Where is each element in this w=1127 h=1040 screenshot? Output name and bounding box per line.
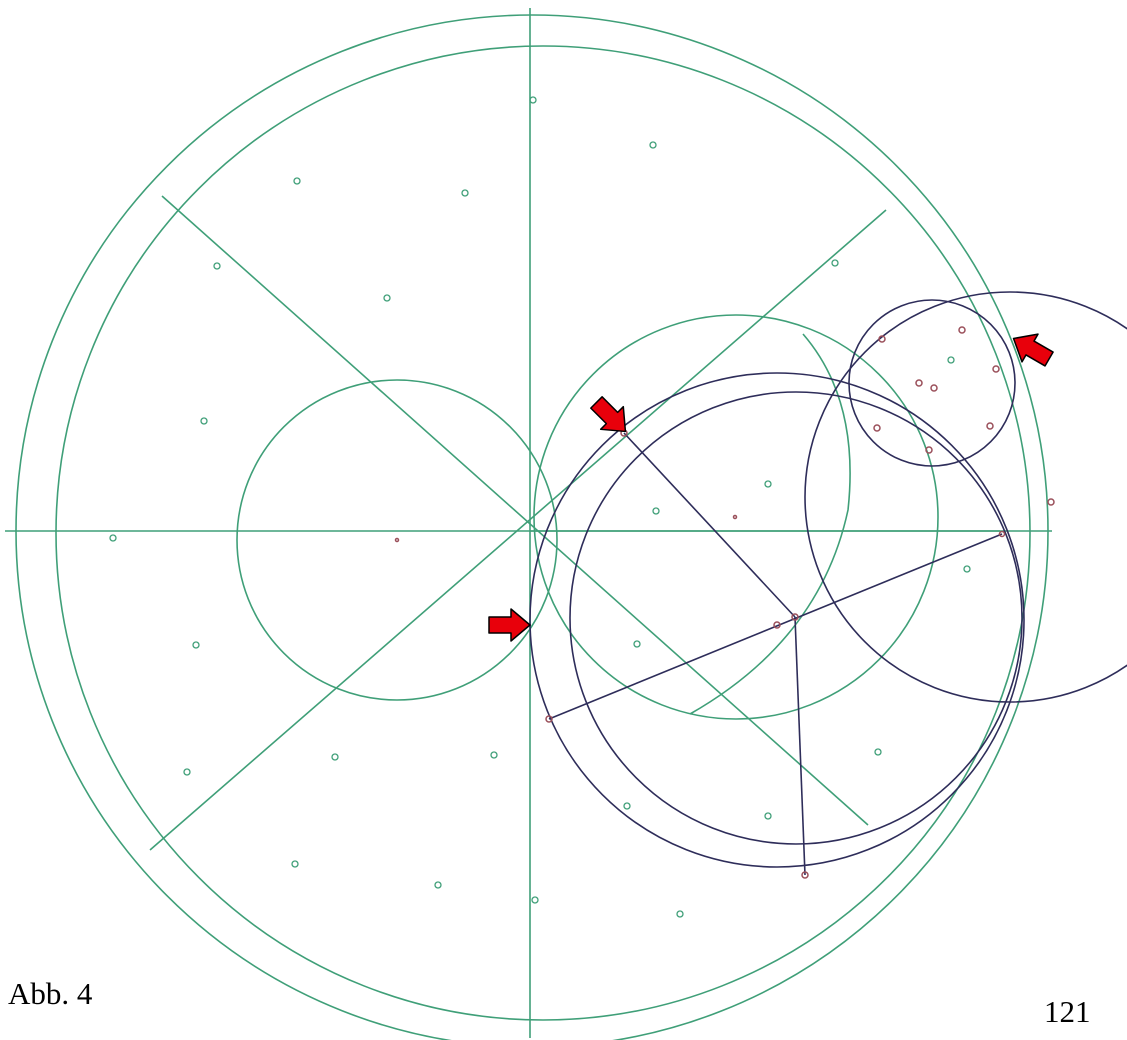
point bbox=[958, 326, 966, 334]
point bbox=[992, 365, 1000, 373]
segment-vertical bbox=[794, 616, 806, 876]
point bbox=[915, 379, 923, 387]
diagonal-line-a bbox=[161, 195, 869, 826]
point bbox=[801, 871, 809, 879]
point bbox=[109, 534, 117, 542]
red-arrow-icon bbox=[1012, 333, 1054, 367]
point bbox=[434, 881, 442, 889]
inner-circle bbox=[55, 45, 1031, 1021]
point bbox=[529, 96, 537, 104]
right-dark-circle bbox=[804, 291, 1127, 703]
point bbox=[331, 753, 339, 761]
point bbox=[947, 356, 955, 364]
point bbox=[293, 177, 301, 185]
right-green-circle bbox=[533, 314, 939, 720]
center-mark bbox=[394, 537, 400, 543]
point bbox=[773, 621, 781, 629]
point bbox=[545, 715, 553, 723]
green-arc bbox=[689, 333, 851, 715]
construction-geometry bbox=[5, 8, 1052, 1040]
point bbox=[986, 422, 994, 430]
segment-long bbox=[548, 533, 1003, 720]
point bbox=[963, 565, 971, 573]
point bbox=[383, 294, 391, 302]
point bbox=[930, 384, 938, 392]
highlight-points bbox=[394, 326, 1055, 879]
point bbox=[998, 530, 1006, 538]
point bbox=[831, 259, 839, 267]
point bbox=[200, 417, 208, 425]
point bbox=[791, 613, 799, 621]
point bbox=[1047, 498, 1055, 506]
outer-circle bbox=[15, 14, 1049, 1040]
point bbox=[183, 768, 191, 776]
point bbox=[490, 751, 498, 759]
point bbox=[764, 812, 772, 820]
arrow-markers bbox=[488, 333, 1054, 642]
left-circle bbox=[236, 379, 558, 701]
page-number: 121 bbox=[1044, 994, 1091, 1029]
point bbox=[764, 480, 772, 488]
point bbox=[878, 335, 886, 343]
point bbox=[652, 507, 660, 515]
point bbox=[633, 640, 641, 648]
point bbox=[623, 802, 631, 810]
point bbox=[291, 860, 299, 868]
point bbox=[925, 446, 933, 454]
segment-upper bbox=[623, 432, 796, 618]
point bbox=[649, 141, 657, 149]
point bbox=[874, 748, 882, 756]
diagonal-line-b bbox=[149, 209, 887, 851]
small-dark-circle bbox=[848, 299, 1016, 467]
figure-caption: Abb. 4 bbox=[8, 976, 93, 1011]
point bbox=[531, 896, 539, 904]
point bbox=[213, 262, 221, 270]
red-arrow-icon bbox=[590, 396, 627, 433]
large-dark-circle-a bbox=[529, 372, 1025, 868]
point bbox=[676, 910, 684, 918]
point bbox=[192, 641, 200, 649]
point bbox=[873, 424, 881, 432]
highlight-geometry bbox=[529, 291, 1127, 876]
large-dark-circle-b bbox=[569, 391, 1023, 845]
point-markers bbox=[109, 96, 971, 918]
center-mark bbox=[732, 514, 738, 520]
point bbox=[461, 189, 469, 197]
red-arrow-icon bbox=[488, 608, 531, 642]
